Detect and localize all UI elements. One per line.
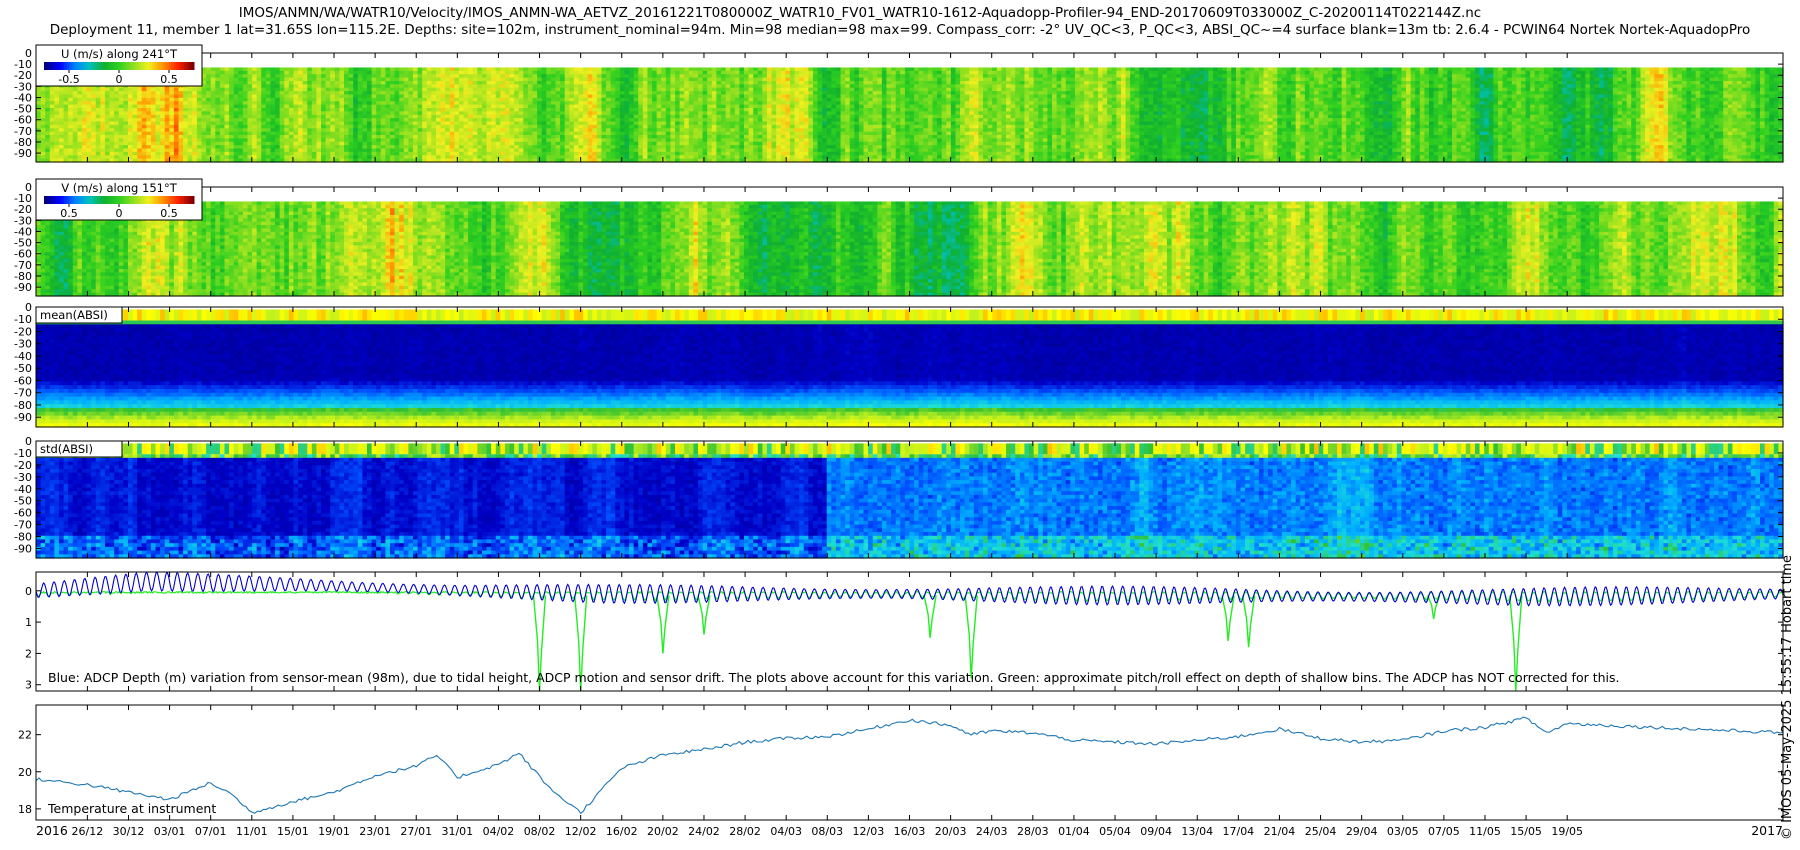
heatmap-u: [36, 67, 1784, 162]
